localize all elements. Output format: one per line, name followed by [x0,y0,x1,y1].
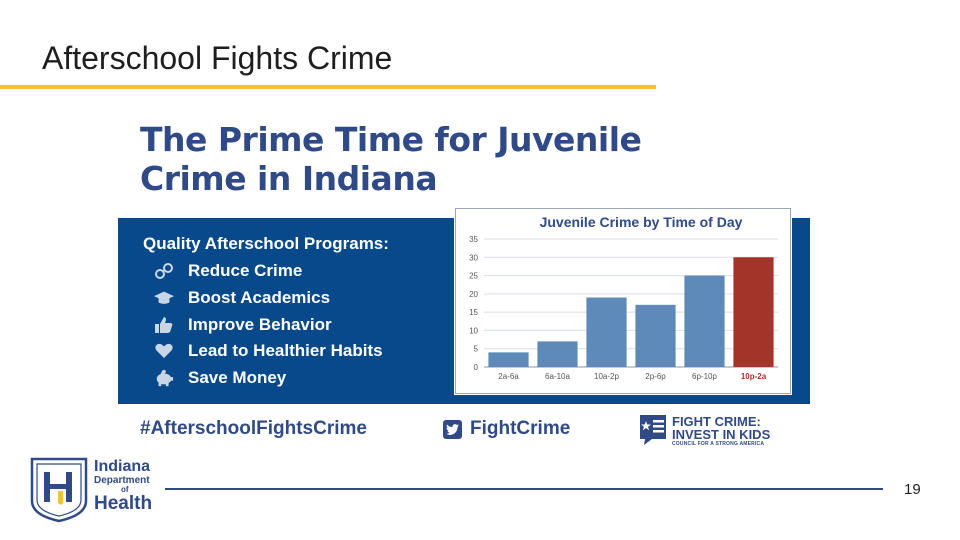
agency-line-1: Indiana [94,458,151,475]
bar [684,275,725,367]
page-number: 19 [904,481,921,498]
benefit-item: Lead to Healthier Habits [154,339,383,363]
benefit-item: Boost Academics [154,286,330,310]
title-underline [0,85,656,89]
fight-crime-flag-icon [640,415,666,445]
infographic-headline: The Prime Time for Juvenile Crime in Ind… [140,120,642,198]
indiana-health-shield-icon [30,457,88,523]
bar [537,341,578,367]
benefits-heading: Quality Afterschool Programs: [143,234,389,253]
fight-crime-line-1: FIGHT CRIME: [672,414,761,429]
agency-line-3: of [121,485,129,494]
x-tick-label: 10p-2a [741,372,767,381]
y-tick-label: 25 [469,272,478,281]
benefit-item: Save Money [154,366,286,390]
y-tick-label: 0 [474,363,479,372]
handcuffs-icon [154,261,174,281]
infographic-footer: #AfterschoolFightsCrime FightCrime FIGHT… [118,410,810,455]
x-tick-label: 2a-6a [498,372,519,381]
agency-wordmark: Indiana Department of Health [94,458,152,514]
bar [488,352,529,367]
fight-crime-line-2: INVEST IN KIDS [672,427,771,442]
crime-bar-chart: Juvenile Crime by Time of Day 0 5 10 15 20 25 3… [469,214,778,381]
thumbs-up-icon [154,315,174,335]
benefit-label: Lead to Healthier Habits [188,341,383,360]
fight-crime-wordmark: FIGHT CRIME: INVEST IN KIDS COUNCIL FOR … [672,415,770,448]
y-tick-label: 10 [469,326,478,335]
infographic: The Prime Time for Juvenile Crime in Ind… [118,110,810,455]
bar [733,257,774,367]
twitter-handle: FightCrime [470,418,571,439]
piggy-bank-icon [154,368,174,388]
agency-line-4: Health [94,493,153,514]
benefit-label: Boost Academics [188,288,331,307]
y-tick-label: 20 [469,290,478,299]
benefit-item: Improve Behavior [154,313,332,337]
bar [635,304,676,367]
fight-crime-logo: FIGHT CRIME: INVEST IN KIDS COUNCIL FOR … [640,415,770,448]
heart-icon [154,341,174,361]
bar [586,297,627,367]
fight-crime-line-3: COUNCIL FOR A STRONG AMERICA [672,441,765,447]
footer-rule [165,488,883,490]
x-tick-label: 10a-2p [594,372,619,381]
graduation-cap-icon [154,288,174,308]
headline-line-1: The Prime Time for Juvenile [140,120,642,159]
hashtag: #AfterschoolFightsCrime [140,418,367,439]
benefit-label: Reduce Crime [188,261,303,280]
agency-line-2: Department [94,475,150,486]
crime-chart-card: Juvenile Crime by Time of Day 0 5 10 15 20 25 3… [455,208,791,394]
y-tick-label: 30 [469,253,478,262]
benefit-label: Improve Behavior [188,315,332,334]
headline-line-2: Crime in Indiana [140,159,438,198]
chart-title: Juvenile Crime by Time of Day [540,214,743,230]
twitter-icon [443,419,462,439]
y-tick-label: 35 [469,235,478,244]
benefit-item: Reduce Crime [154,259,302,283]
y-tick-label: 5 [474,345,479,354]
x-tick-label: 6p-10p [692,372,717,381]
twitter-handle-group: FightCrime [443,418,570,440]
x-tick-label: 2p-6p [645,372,666,381]
benefit-label: Save Money [188,368,287,387]
slide-title: Afterschool Fights Crime [42,40,393,76]
x-tick-label: 6a-10a [545,372,570,381]
y-tick-label: 15 [469,308,478,317]
